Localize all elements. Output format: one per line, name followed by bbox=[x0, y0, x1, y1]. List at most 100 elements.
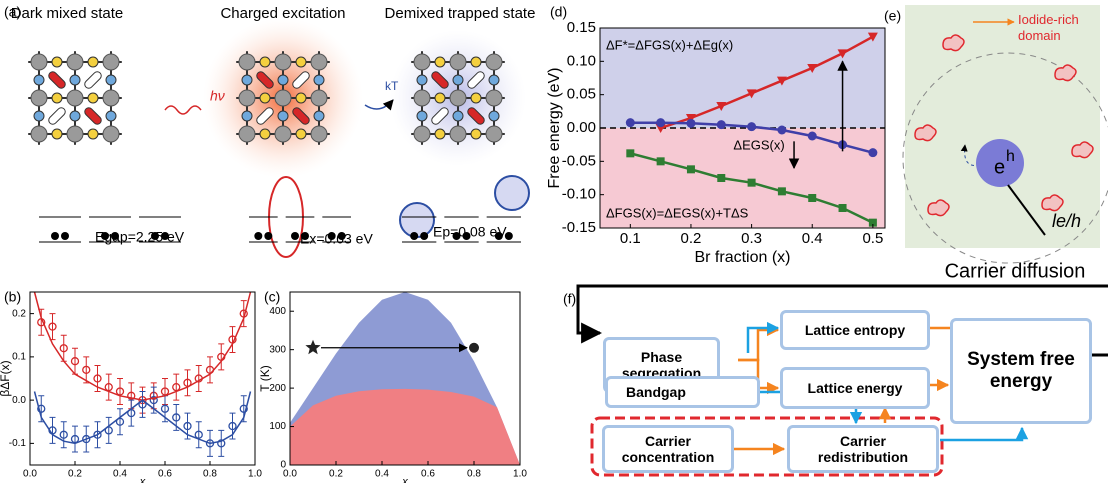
flow-box: Bandgap bbox=[605, 376, 760, 408]
metal bbox=[103, 90, 119, 106]
y-tick-label: 300 bbox=[269, 344, 286, 355]
ion bbox=[435, 93, 445, 103]
state-title: Demixed trapped state bbox=[385, 5, 536, 22]
x-tick-label: 0.3 bbox=[741, 230, 762, 247]
point bbox=[808, 132, 817, 141]
metal bbox=[31, 126, 47, 142]
x-axis-label: x bbox=[401, 476, 408, 483]
ion bbox=[314, 75, 324, 85]
point bbox=[748, 179, 756, 187]
y-tick-label: 0.0 bbox=[12, 395, 26, 406]
x-tick-label: 0.0 bbox=[23, 469, 37, 480]
error-bar bbox=[117, 379, 123, 405]
y-tick-label: 100 bbox=[269, 421, 286, 432]
chart: ΔF*=ΔFGS(x)+ΔEg(x)ΔEGS(x)ΔFGS(x)=ΔEGS(x)… bbox=[546, 4, 885, 267]
ion bbox=[34, 75, 44, 85]
error-bar bbox=[173, 374, 179, 400]
error-bar bbox=[106, 417, 112, 443]
panel-label: (d) bbox=[550, 4, 567, 20]
annotation: ΔEGS(x) bbox=[733, 137, 784, 152]
kt: kT bbox=[385, 79, 399, 93]
point bbox=[747, 122, 756, 131]
ion bbox=[88, 93, 98, 103]
error-bar bbox=[196, 422, 202, 448]
panel-label: (b) bbox=[4, 289, 21, 305]
x-tick-label: 0.6 bbox=[158, 469, 172, 480]
metal bbox=[275, 126, 291, 142]
error-bar bbox=[218, 430, 224, 456]
hv: hν bbox=[210, 88, 225, 104]
metal bbox=[450, 54, 466, 70]
ion bbox=[453, 111, 463, 121]
ion bbox=[70, 111, 80, 121]
x-tick-label: 0.4 bbox=[802, 230, 823, 247]
domain-label: Iodide-rich domain bbox=[1018, 12, 1088, 43]
metal bbox=[311, 54, 327, 70]
metal bbox=[239, 126, 255, 142]
x-tick-label: 0.4 bbox=[375, 469, 389, 480]
error-bar bbox=[72, 426, 78, 452]
error-bar bbox=[61, 422, 67, 448]
point bbox=[687, 165, 695, 173]
y-tick-label: 0.15 bbox=[567, 19, 596, 36]
y-tick-label: -0.15 bbox=[562, 219, 596, 236]
metal bbox=[275, 54, 291, 70]
flow-box: Lattice energy bbox=[780, 367, 930, 409]
metal bbox=[67, 54, 83, 70]
x-tick-label: 0.2 bbox=[681, 230, 702, 247]
electron bbox=[61, 232, 69, 240]
x-tick-label: 1.0 bbox=[248, 469, 262, 480]
ion bbox=[52, 57, 62, 67]
x-axis-label: Br fraction (x) bbox=[694, 249, 790, 266]
metal bbox=[275, 90, 291, 106]
x-tick-label: 0.8 bbox=[467, 469, 481, 480]
polaron bbox=[495, 176, 529, 210]
x-tick-label: 0.2 bbox=[329, 469, 343, 480]
x-tick-label: 0.6 bbox=[421, 469, 435, 480]
y-axis-label: T (K) bbox=[258, 365, 272, 391]
electron bbox=[410, 232, 418, 240]
metal bbox=[414, 90, 430, 106]
diffusion-length: le/h bbox=[1052, 211, 1081, 231]
error-bar bbox=[185, 370, 191, 396]
ion bbox=[70, 75, 80, 85]
point bbox=[717, 120, 726, 129]
state-title: Charged excitation bbox=[220, 5, 345, 22]
flow-box: Lattice entropy bbox=[780, 310, 930, 350]
panel-label: (f) bbox=[563, 291, 576, 307]
ion bbox=[260, 93, 270, 103]
y-tick-label: 0.05 bbox=[567, 86, 596, 103]
metal bbox=[311, 126, 327, 142]
metal bbox=[67, 90, 83, 106]
flow-box: System free energy bbox=[950, 318, 1092, 424]
x-tick-label: 0.1 bbox=[620, 230, 641, 247]
point bbox=[778, 187, 786, 195]
ion bbox=[417, 75, 427, 85]
ion bbox=[435, 129, 445, 139]
metal bbox=[486, 54, 502, 70]
y-tick-label: 0.00 bbox=[567, 119, 596, 136]
y-tick-label: -0.05 bbox=[562, 152, 596, 169]
y-tick-label: 0.10 bbox=[567, 52, 596, 69]
ion bbox=[278, 75, 288, 85]
polaron bbox=[400, 203, 434, 237]
metal bbox=[31, 90, 47, 106]
wave bbox=[165, 106, 201, 114]
energy-label: Ex=0.03 eV bbox=[300, 231, 373, 247]
metal bbox=[450, 126, 466, 142]
electron bbox=[264, 232, 272, 240]
ion bbox=[52, 129, 62, 139]
annotation: ΔFGS(x)=ΔEGS(x)+TΔS bbox=[606, 205, 749, 220]
ion bbox=[296, 57, 306, 67]
point bbox=[839, 204, 847, 212]
ion bbox=[453, 75, 463, 85]
error-bar bbox=[106, 374, 112, 400]
metal bbox=[67, 126, 83, 142]
arrow bbox=[748, 328, 778, 353]
ion bbox=[34, 111, 44, 121]
ion bbox=[88, 129, 98, 139]
point bbox=[686, 119, 695, 128]
x-tick-label: 0.5 bbox=[862, 230, 883, 247]
metal bbox=[486, 90, 502, 106]
ion bbox=[106, 111, 116, 121]
